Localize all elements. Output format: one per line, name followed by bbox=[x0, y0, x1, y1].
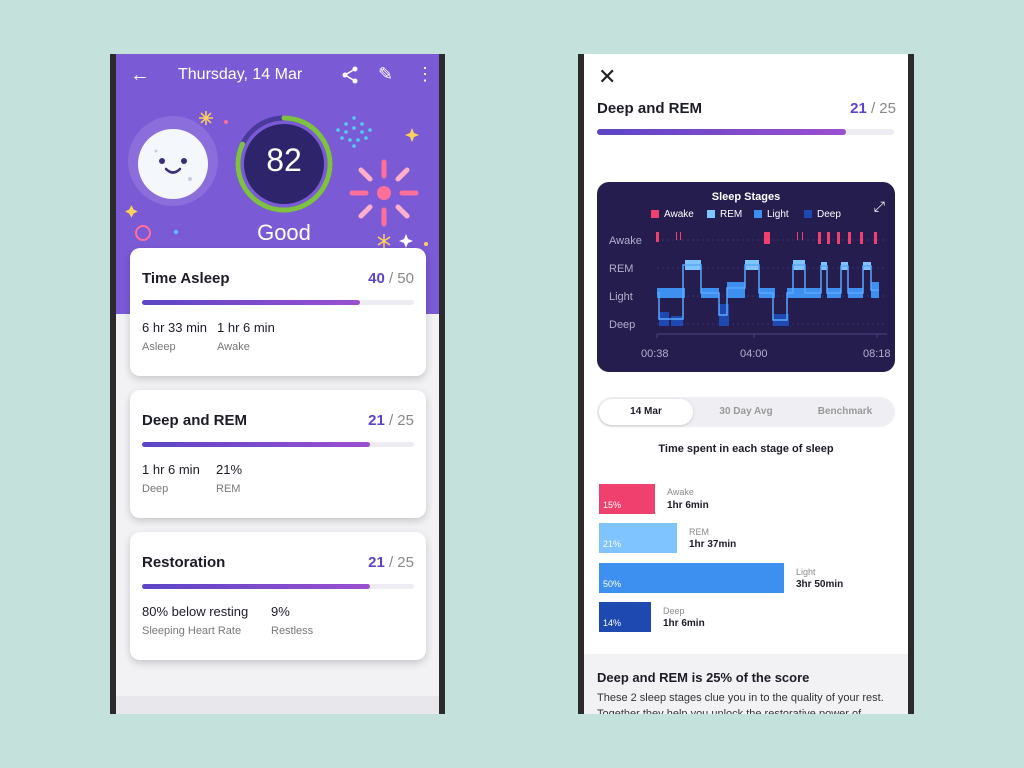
bar-percent: 50% bbox=[603, 579, 622, 589]
x-label-start: 00:38 bbox=[641, 348, 669, 360]
awake-bar: 15% bbox=[599, 484, 655, 514]
stat-value: 1 hr 6 min bbox=[142, 462, 200, 477]
back-arrow-icon[interactable]: ← bbox=[130, 64, 150, 86]
detail-title: Deep and REM bbox=[597, 100, 703, 117]
stat-label: Restless bbox=[271, 625, 314, 637]
card-score: 21 / 25 bbox=[368, 412, 414, 429]
card-title: Deep and REM bbox=[142, 412, 248, 429]
share-icon[interactable] bbox=[341, 66, 359, 84]
date-title: Thursday, 14 Mar bbox=[178, 66, 303, 83]
bar-percent: 14% bbox=[603, 618, 622, 628]
card-score: 40 / 50 bbox=[368, 270, 414, 287]
explanation-section: Deep and REM is 25% of the score These 2… bbox=[584, 654, 908, 714]
card-score: 21 / 25 bbox=[368, 554, 414, 571]
sleep-score-value: 82 bbox=[266, 142, 302, 178]
y-label-awake: Awake bbox=[609, 235, 642, 247]
bar-label: Light bbox=[796, 567, 816, 577]
decorative-sparkles bbox=[125, 111, 428, 248]
y-label-deep: Deep bbox=[609, 319, 636, 331]
bottom-strip bbox=[116, 696, 439, 714]
time-asleep-card[interactable]: Time Asleep 40 / 50 6 hr 33 min Asleep 1… bbox=[130, 248, 426, 376]
chart-title: Sleep Stages bbox=[711, 191, 781, 203]
hypnogram bbox=[656, 232, 887, 338]
tab-14-mar[interactable]: 14 Mar bbox=[599, 399, 693, 425]
y-label-light: Light bbox=[609, 291, 633, 303]
legend-swatch bbox=[804, 210, 812, 218]
card-title: Restoration bbox=[142, 554, 226, 571]
top-bar: ← Thursday, 14 Mar ✎ ⋮ bbox=[116, 64, 439, 88]
legend-deep: Deep bbox=[804, 209, 841, 220]
stat-label: Deep bbox=[142, 483, 169, 495]
legend-swatch bbox=[707, 210, 715, 218]
bar-value: 1hr 6min bbox=[663, 618, 705, 629]
explanation-text: These 2 sleep stages clue you in to the … bbox=[597, 692, 884, 714]
sleep-score-screen: ← Thursday, 14 Mar ✎ ⋮ 82 Good Tim bbox=[110, 54, 445, 714]
x-label-mid: 04:00 bbox=[740, 348, 768, 360]
expand-icon[interactable]: ⤢ bbox=[873, 198, 885, 214]
x-label-end: 08:18 bbox=[863, 348, 891, 360]
stat-label: Sleeping Heart Rate bbox=[142, 625, 242, 637]
card-title: Time Asleep bbox=[142, 270, 230, 287]
legend-swatch bbox=[754, 210, 762, 218]
score-ring bbox=[235, 115, 333, 213]
bar-value: 1hr 37min bbox=[689, 539, 737, 550]
deep-bar: 14% bbox=[599, 602, 651, 632]
progress-bar bbox=[142, 300, 414, 305]
period-segmented-control: 14 Mar 30 Day Avg Benchmark bbox=[597, 397, 895, 427]
sleep-stages-chart[interactable]: Sleep Stages Awake REM Light Deep ⤢ Awak… bbox=[597, 182, 895, 372]
stat-label: Awake bbox=[217, 341, 250, 353]
legend-rem: REM bbox=[707, 209, 742, 220]
progress-bar bbox=[142, 584, 414, 589]
legend-light: Light bbox=[754, 209, 789, 220]
deep-rem-detail-screen: ✕ Deep and REM 21 / 25 Sleep Stages Awak… bbox=[578, 54, 914, 714]
stat-label: REM bbox=[216, 483, 241, 495]
detail-progress-bar bbox=[597, 129, 894, 135]
bar-value: 3hr 50min bbox=[796, 579, 844, 590]
bar-label: Deep bbox=[663, 606, 685, 616]
bar-label: Awake bbox=[667, 487, 694, 497]
edit-pencil-icon[interactable]: ✎ bbox=[378, 64, 394, 84]
y-label-rem: REM bbox=[609, 263, 634, 275]
progress-bar bbox=[142, 442, 414, 447]
bar-value: 1hr 6min bbox=[667, 500, 709, 511]
sleep-score-label: Good bbox=[257, 220, 311, 245]
close-icon[interactable]: ✕ bbox=[598, 64, 617, 89]
light-bar: 50% bbox=[599, 563, 784, 593]
stat-label: Asleep bbox=[142, 341, 176, 353]
tab-30-day-avg[interactable]: 30 Day Avg bbox=[719, 406, 773, 417]
bar-label: REM bbox=[689, 527, 709, 537]
rem-bar: 21% bbox=[599, 523, 677, 553]
restoration-card[interactable]: Restoration 21 / 25 80% below resting Sl… bbox=[130, 532, 426, 660]
explanation-title: Deep and REM is 25% of the score bbox=[597, 670, 810, 685]
more-options-icon[interactable]: ⋮ bbox=[416, 64, 434, 84]
stat-value: 80% below resting bbox=[142, 604, 249, 619]
deep-rem-card[interactable]: Deep and REM 21 / 25 1 hr 6 min Deep 21%… bbox=[130, 390, 426, 518]
bar-percent: 21% bbox=[603, 539, 622, 549]
stage-time-heading: Time spent in each stage of sleep bbox=[658, 443, 834, 455]
bar-percent: 15% bbox=[603, 500, 622, 510]
tab-benchmark[interactable]: Benchmark bbox=[817, 406, 873, 417]
moon-face-icon bbox=[138, 129, 208, 199]
legend-awake: Awake bbox=[651, 209, 694, 220]
legend-swatch bbox=[651, 210, 659, 218]
stat-value: 9% bbox=[271, 604, 290, 619]
detail-score: 21 / 25 bbox=[850, 100, 896, 117]
stat-value: 6 hr 33 min bbox=[142, 320, 208, 335]
stat-value: 1 hr 6 min bbox=[217, 320, 275, 335]
stat-value: 21% bbox=[216, 462, 243, 477]
